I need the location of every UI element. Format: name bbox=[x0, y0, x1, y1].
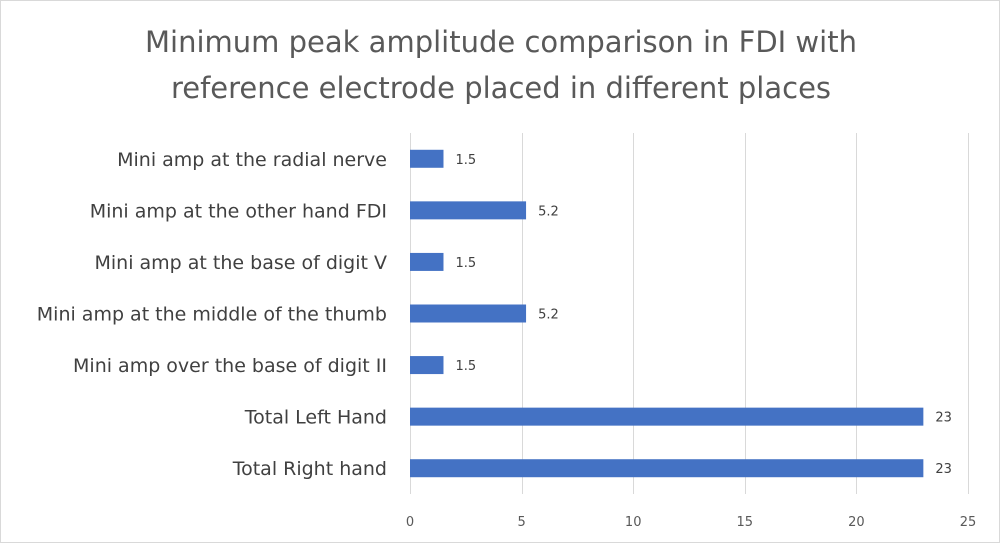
x-tick-label-0: 0 bbox=[406, 515, 414, 530]
data-label-4: 1.5 bbox=[455, 359, 476, 374]
x-tick-label-5: 25 bbox=[960, 515, 977, 530]
data-label-5: 23 bbox=[935, 411, 952, 426]
bar-3 bbox=[410, 304, 527, 323]
category-label-1: Mini amp at the other hand FDI bbox=[90, 200, 387, 222]
x-tick-label-3: 15 bbox=[737, 515, 754, 530]
x-tick-label-2: 10 bbox=[625, 515, 642, 530]
category-label-2: Mini amp at the base of digit V bbox=[95, 252, 388, 274]
category-label-4: Mini amp over the base of digit II bbox=[73, 355, 387, 377]
x-tick-label-4: 20 bbox=[848, 515, 865, 530]
data-label-6: 23 bbox=[935, 462, 952, 477]
bar-0 bbox=[410, 149, 444, 168]
chart-title-line-2: reference electrode placed in different … bbox=[170, 71, 832, 105]
data-label-0: 1.5 bbox=[455, 153, 476, 168]
bar-6 bbox=[410, 459, 924, 478]
data-label-3: 5.2 bbox=[538, 308, 559, 323]
bar-4 bbox=[410, 356, 444, 375]
bar-1 bbox=[410, 201, 527, 220]
category-label-0: Mini amp at the radial nerve bbox=[117, 149, 387, 171]
data-label-1: 5.2 bbox=[538, 204, 559, 219]
category-label-5: Total Left Hand bbox=[244, 407, 387, 429]
x-tick-label-1: 5 bbox=[517, 515, 525, 530]
category-label-6: Total Right hand bbox=[232, 458, 387, 480]
bar-5 bbox=[410, 407, 924, 426]
data-label-2: 1.5 bbox=[455, 256, 476, 271]
chart-title-line-1: Minimum peak amplitude comparison in FDI… bbox=[145, 25, 857, 59]
category-label-3: Mini amp at the middle of the thumb bbox=[37, 304, 387, 326]
bar-2 bbox=[410, 252, 444, 271]
chart-title: Minimum peak amplitude comparison in FDI… bbox=[1, 19, 1000, 111]
